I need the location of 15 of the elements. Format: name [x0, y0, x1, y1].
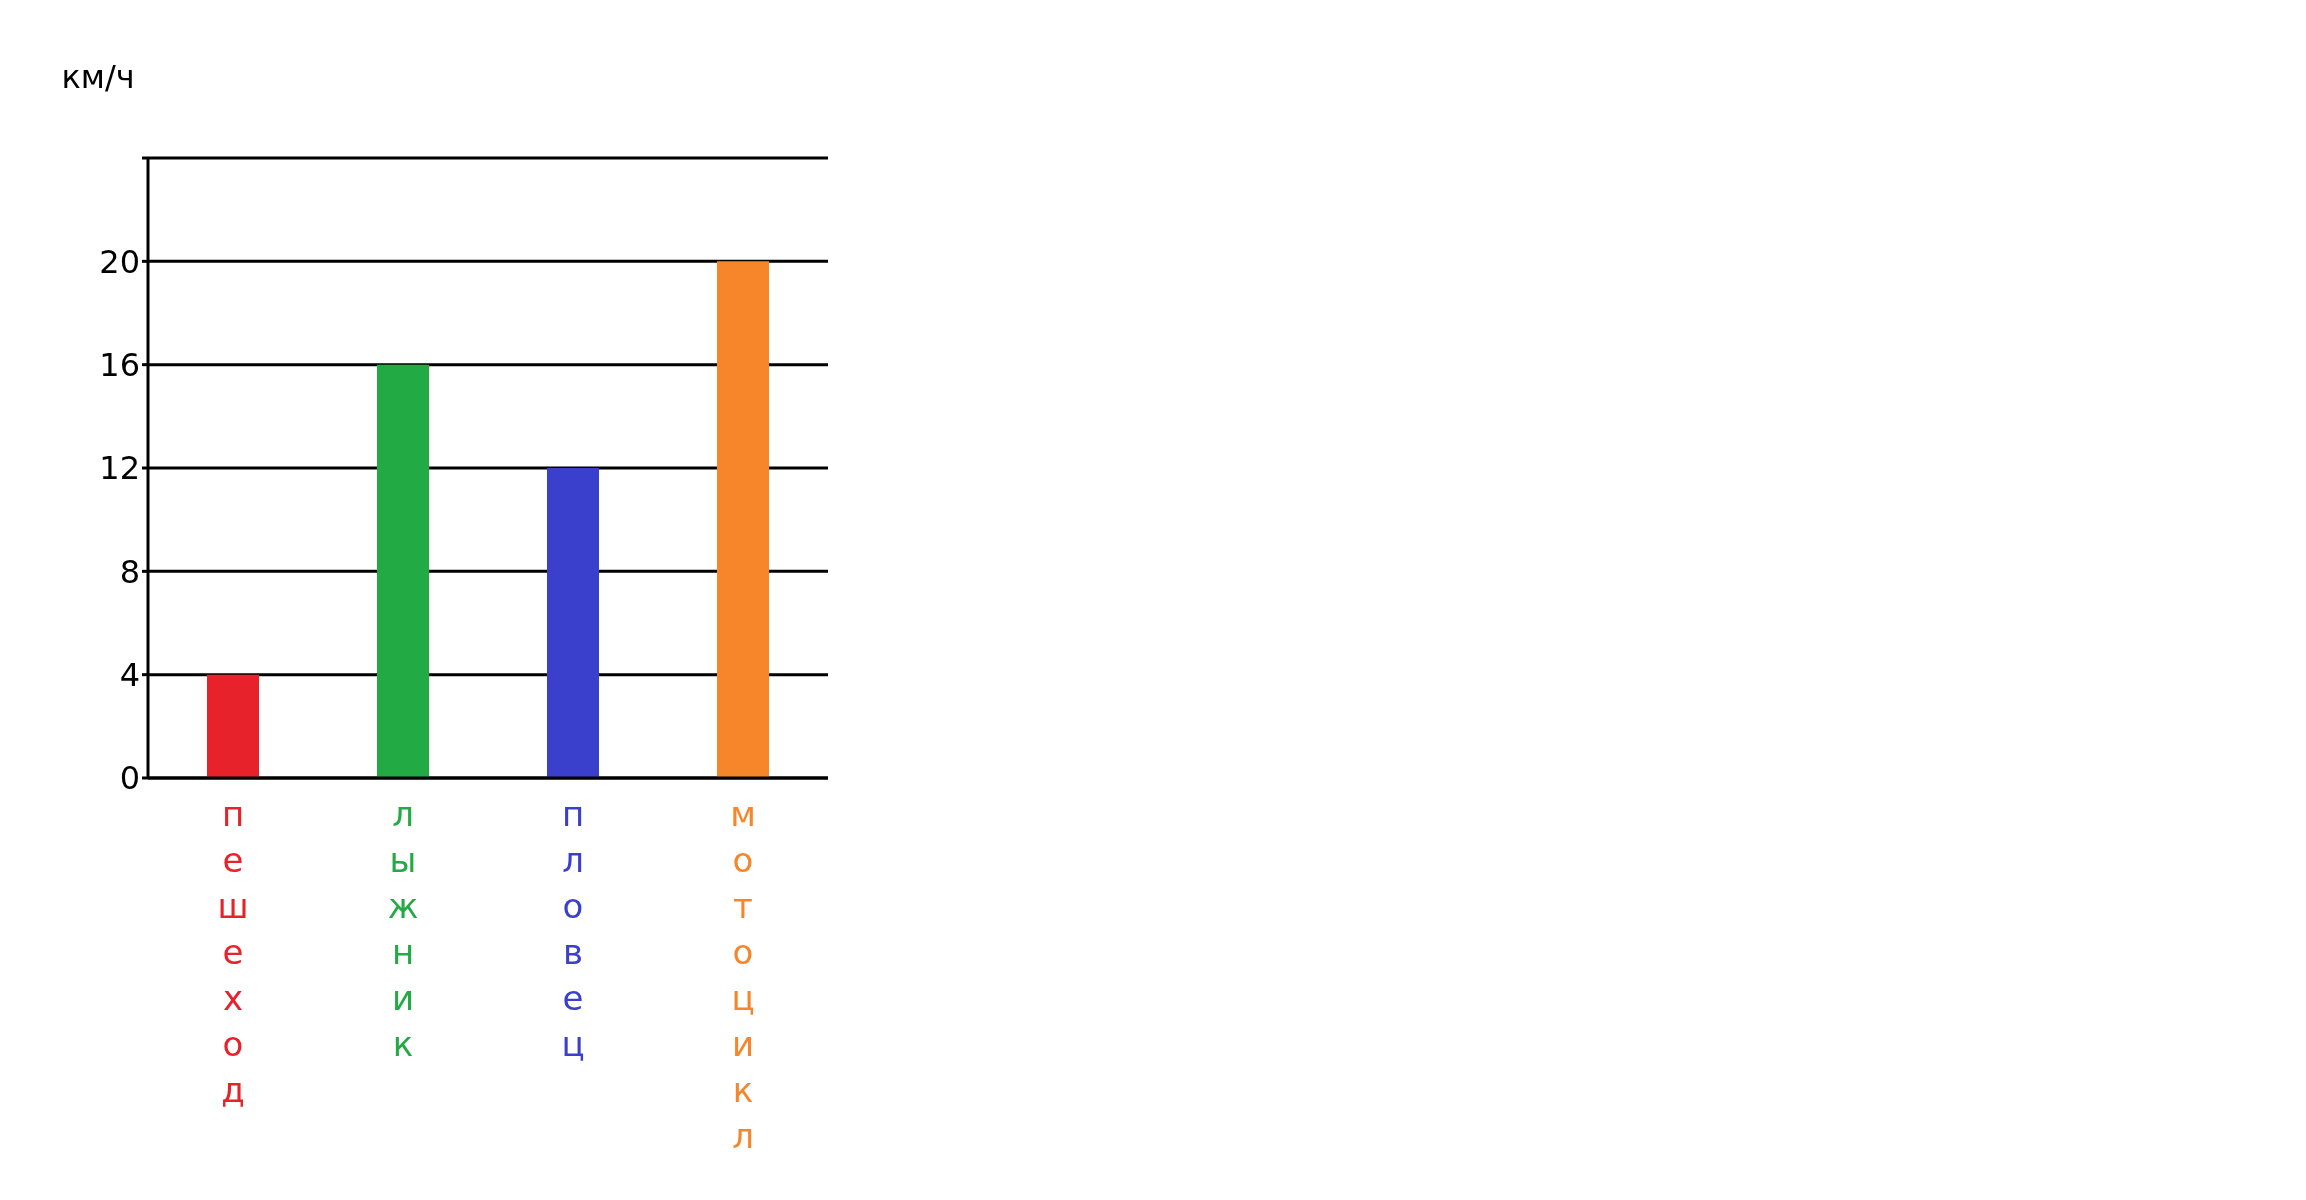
- y-axis-title: км/ч: [61, 58, 135, 96]
- y-tick-label: 16: [99, 346, 140, 385]
- bar: [547, 468, 599, 778]
- y-tick-label: 4: [119, 656, 140, 695]
- x-tick-label: лыжник: [387, 794, 419, 1064]
- y-tick-label: 8: [119, 552, 140, 591]
- y-tick-label: 20: [99, 242, 140, 281]
- y-tick-label: 0: [119, 759, 140, 798]
- x-tick-label: пловец: [561, 794, 585, 1064]
- x-tick-label: мотоцикл: [730, 794, 756, 1156]
- y-tick-label: 12: [99, 449, 140, 488]
- bar: [377, 364, 429, 778]
- bar: [717, 261, 769, 778]
- x-tick-label: пешеход: [217, 794, 249, 1110]
- bar: [207, 674, 259, 778]
